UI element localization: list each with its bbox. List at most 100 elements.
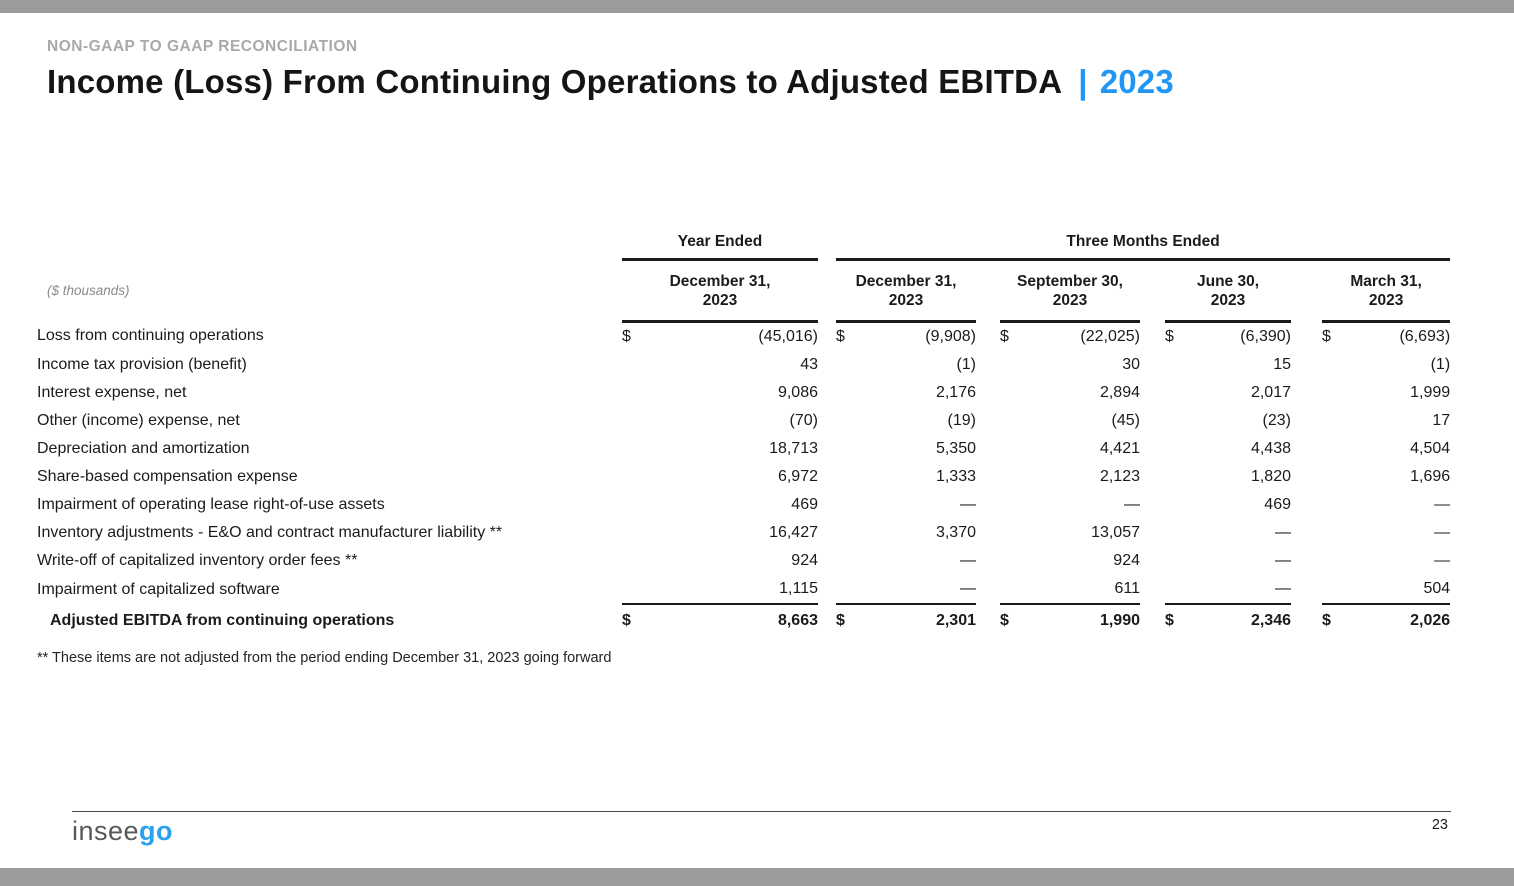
inseego-logo: inseego — [72, 816, 173, 847]
dollar-sign — [1322, 547, 1348, 575]
column-header-year-dec31: December 31, 2023 — [622, 259, 818, 323]
row-label: Impairment of capitalized software — [37, 580, 280, 598]
cell-value: (45,016) — [758, 328, 818, 345]
cell-value: 30 — [1122, 356, 1140, 373]
dollar-sign: $ — [836, 328, 845, 345]
cell-value: 8,663 — [648, 603, 818, 636]
dollar-sign — [836, 463, 862, 491]
column-gap — [1140, 379, 1165, 407]
cell-value: — — [1434, 524, 1451, 541]
dollar-sign — [1165, 519, 1191, 547]
top-bar — [0, 0, 1514, 13]
dollar-sign — [1165, 379, 1191, 407]
column-header-line1: September 30, — [1017, 273, 1123, 290]
column-gap — [1140, 491, 1165, 519]
cell-value: — — [1434, 552, 1451, 569]
cell-value: 469 — [1264, 496, 1291, 513]
column-gap — [818, 435, 836, 463]
column-gap — [818, 604, 836, 636]
dollar-sign — [836, 491, 862, 519]
column-gap — [976, 322, 1000, 352]
dollar-sign: $ — [1165, 603, 1191, 636]
column-gap — [818, 322, 836, 352]
cell-value: 1,990 — [1026, 603, 1140, 636]
dollar-sign — [1165, 435, 1191, 463]
row-label: Adjusted EBITDA from continuing operatio… — [50, 611, 395, 629]
dollar-sign — [1000, 519, 1026, 547]
column-gap — [976, 547, 1000, 575]
period-header-row: ($ thousands) December 31, 2023 December… — [37, 259, 1451, 323]
column-gap — [1140, 519, 1165, 547]
total-row: Adjusted EBITDA from continuing operatio… — [37, 603, 1451, 636]
cell-value: (23) — [1262, 412, 1291, 429]
dollar-sign — [1165, 547, 1191, 575]
cell-value: 1,820 — [1250, 468, 1291, 485]
cell-value: 2,301 — [862, 603, 976, 636]
cell-value: — — [960, 496, 976, 513]
column-gap — [1291, 351, 1322, 379]
row-label: Income tax provision (benefit) — [37, 356, 247, 373]
dollar-sign — [1165, 407, 1191, 435]
column-gap — [1140, 260, 1165, 322]
title-year: 2023 — [1099, 63, 1174, 100]
column-gap — [1140, 463, 1165, 491]
footnote: ** These items are not adjusted from the… — [37, 650, 612, 666]
column-header-q3-sep30: September 30, 2023 — [1000, 259, 1140, 323]
dollar-sign — [1322, 435, 1348, 463]
column-gap — [818, 260, 836, 322]
cell-value: — — [1124, 496, 1140, 513]
cell-value: 6,972 — [777, 468, 818, 485]
dollar-sign — [622, 379, 648, 407]
cell-value: (6,693) — [1399, 328, 1451, 345]
row-label: Depreciation and amortization — [37, 440, 250, 457]
column-header-q1-mar31: March 31, 2023 — [1322, 259, 1451, 323]
dollar-sign: $ — [622, 603, 648, 636]
dollar-sign: $ — [622, 328, 631, 345]
cell-value: 15 — [1273, 356, 1291, 373]
column-gap — [1291, 435, 1322, 463]
column-gap — [1291, 407, 1322, 435]
cell-value: (1) — [1430, 356, 1451, 373]
column-header-q2-jun30: June 30, 2023 — [1165, 259, 1291, 323]
table-row: Income tax provision (benefit) 43 (1) 30 15 (… — [37, 351, 1450, 379]
column-gap — [1140, 407, 1165, 435]
dollar-sign — [1322, 379, 1348, 407]
dollar-sign — [622, 575, 648, 604]
column-gap — [1140, 435, 1165, 463]
column-gap — [976, 407, 1000, 435]
dollar-sign: $ — [1000, 328, 1009, 345]
title-text: Income (Loss) From Continuing Operations… — [47, 63, 1063, 100]
column-gap — [818, 547, 836, 575]
table-row: Loss from continuing operations $ (45,016)… — [37, 322, 1450, 352]
table-row: Write-off of capitalized inventory order… — [37, 547, 1450, 575]
column-gap — [976, 604, 1000, 636]
dollar-sign: $ — [836, 603, 862, 636]
column-gap — [976, 519, 1000, 547]
column-gap — [818, 407, 836, 435]
column-header-line2: 2023 — [1368, 292, 1404, 309]
cell-value: 2,123 — [1099, 468, 1140, 485]
column-gap — [818, 379, 836, 407]
cell-value: 18,713 — [769, 440, 818, 457]
column-gap — [1291, 491, 1322, 519]
cell-value: 17 — [1432, 412, 1451, 429]
cell-value: — — [1275, 580, 1291, 597]
table-row: Share-based compensation expense 6,972 1,3… — [37, 463, 1450, 491]
logo-text-blue: go — [139, 816, 174, 846]
cell-value: — — [960, 580, 976, 597]
dollar-sign — [836, 575, 862, 604]
cell-value: 43 — [800, 356, 818, 373]
column-gap — [976, 379, 1000, 407]
column-header-line1: December 31, — [669, 273, 771, 290]
column-gap — [1140, 351, 1165, 379]
dollar-sign — [622, 547, 648, 575]
page-title: Income (Loss) From Continuing Operations… — [47, 63, 1174, 101]
row-label: Share-based compensation expense — [37, 468, 298, 485]
column-header-line2: 2023 — [1052, 292, 1088, 309]
column-gap — [818, 226, 836, 260]
column-gap — [1291, 463, 1322, 491]
table-row: Inventory adjustments - E&O and contract… — [37, 519, 1450, 547]
reconciliation-table: Year Ended Three Months Ended ($ thousan… — [37, 226, 1451, 636]
cell-value: 2,894 — [1099, 384, 1140, 401]
dollar-sign — [1165, 351, 1191, 379]
